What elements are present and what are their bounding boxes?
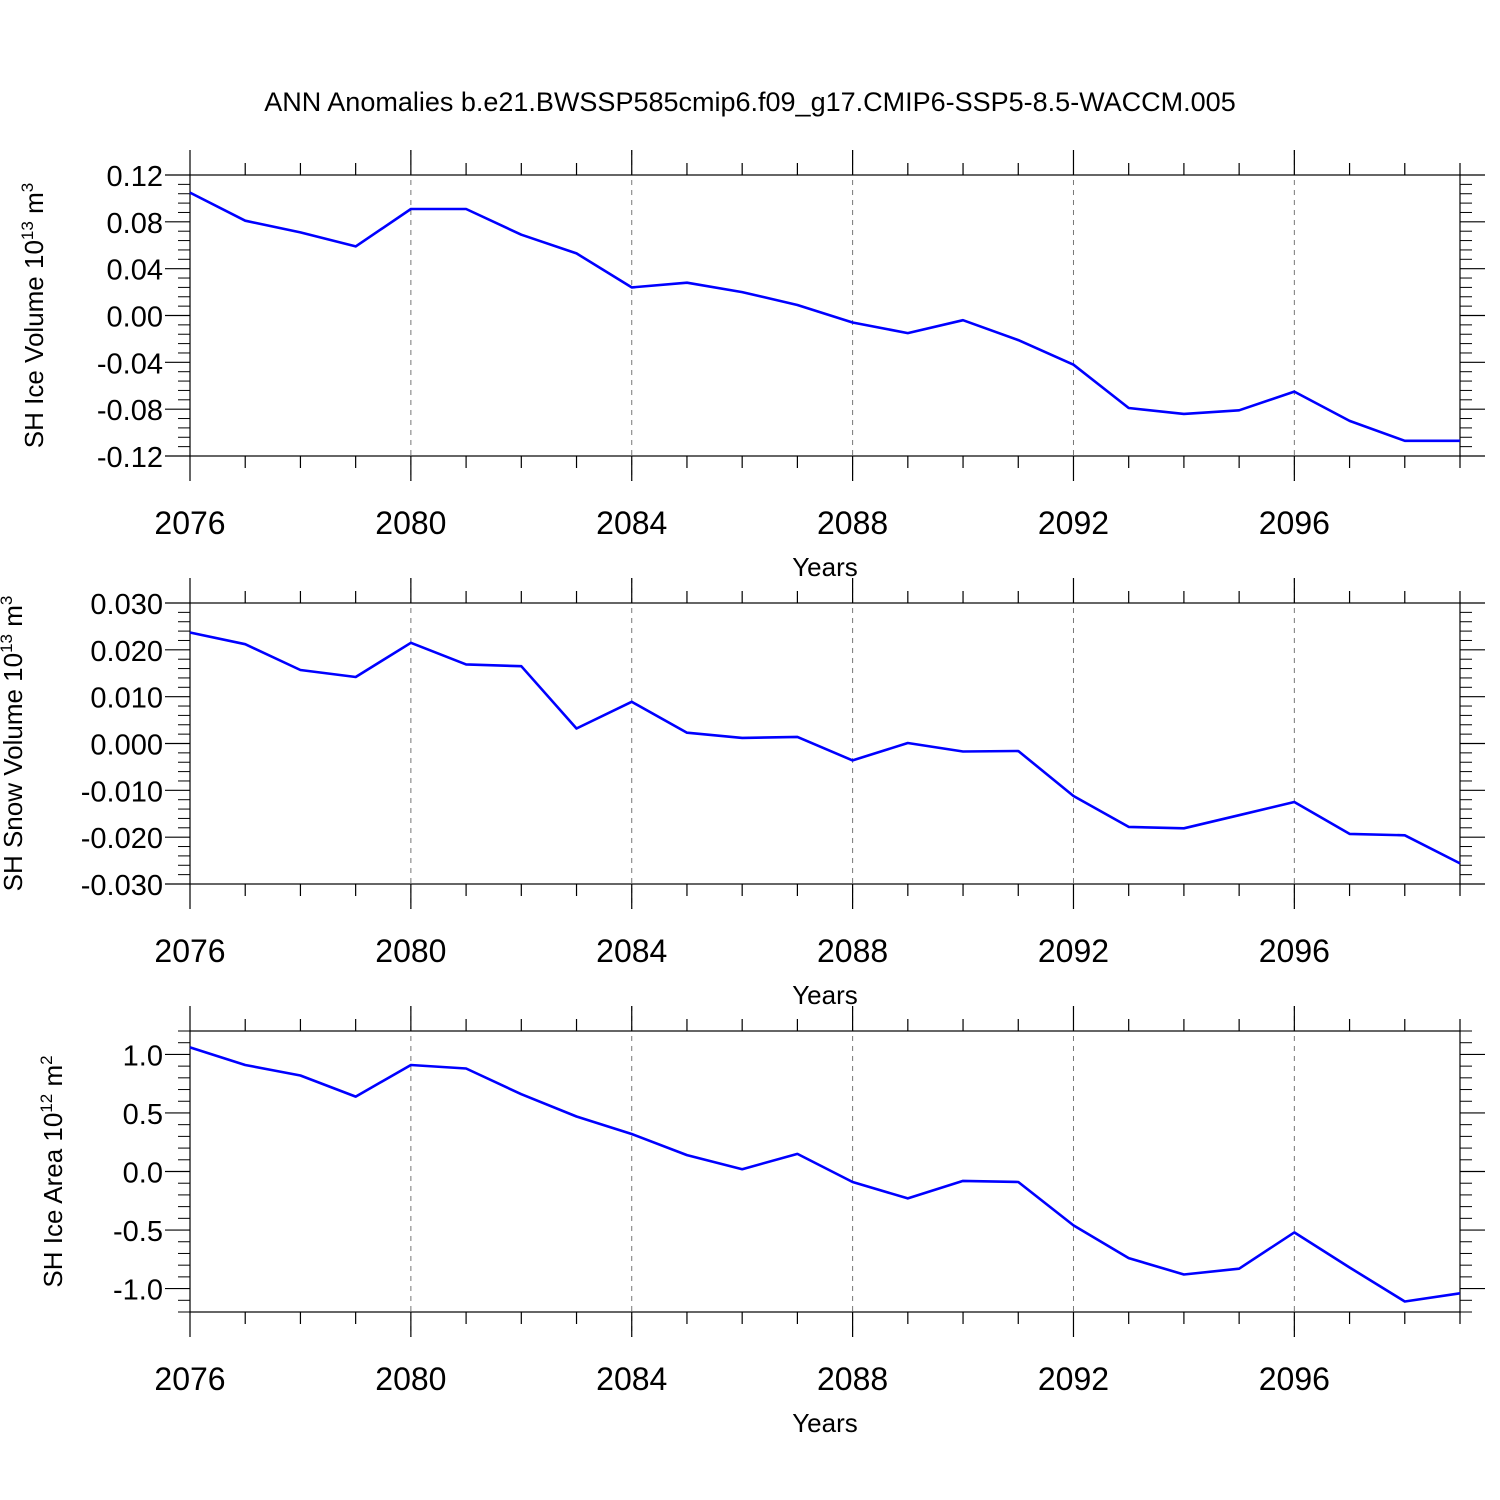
series-line [189,191,1460,443]
y-axis-title-main: SH Snow Volume 10 [0,653,28,891]
x-tick-label: 2092 [1038,505,1109,541]
y-tick-label: -0.08 [97,395,163,427]
y-axis-title-exponent: 13 [18,221,37,240]
series-line [189,1046,1461,1303]
x-tick-label: 2092 [1038,1361,1109,1397]
x-tick-label: 2076 [154,933,225,969]
plot-frame [189,174,1461,457]
figure-title: ANN Anomalies b.e21.BWSSP585cmip6.f09_g1… [264,87,1235,117]
y-tick-label: 0.00 [107,302,163,334]
y-axis-title-unit: m [0,605,28,634]
x-tick-label: 2084 [596,505,667,541]
y-axis-title-main: SH Ice Area 10 [38,1113,68,1288]
y-axis-title: SH Ice Volume 1013 m3 [18,183,49,448]
y-tick-label: -0.010 [81,776,163,808]
chart-panel-3: 1.0 0.5 0.0 -0.5 -1.0 2076 2080 2084 2088 2092 209… [37,1006,1485,1438]
y-tick-label: -0.030 [81,870,163,902]
y-tick-label: 0.000 [90,730,163,762]
y-axis-title: SH Ice Area 1012 m2 [37,1055,68,1287]
series-line [189,631,1461,865]
y-axis-title: SH Snow Volume 1013 m3 [0,596,28,892]
x-axis-title: Years [792,980,858,1010]
y-axis-title-unit-exponent: 3 [18,183,37,192]
y-tick-label: 0.0 [123,1158,163,1190]
y-tick-label: 0.5 [123,1099,163,1131]
y-tick-label: 0.04 [107,255,163,287]
x-axis-title: Years [792,552,858,582]
x-tick-label: 2088 [817,933,888,969]
y-tick-label: 0.010 [90,683,163,715]
y-axis-title-unit: m [19,192,49,221]
y-tick-label: 0.020 [90,636,163,668]
x-tick-label: 2084 [596,1361,667,1397]
x-tick-label: 2076 [154,1361,225,1397]
y-tick-label: -0.020 [81,823,163,855]
x-tick-label: 2076 [154,505,225,541]
x-tick-label: 2088 [817,505,888,541]
y-tick-label: 0.12 [107,161,163,193]
y-tick-label: 0.08 [107,208,163,240]
y-axis-title-main: SH Ice Volume 10 [19,240,49,448]
y-axis-title-exponent: 12 [37,1094,56,1113]
y-tick-label: 1.0 [123,1040,163,1072]
y-axis-title-unit: m [38,1065,68,1094]
plot-frame [189,602,1461,885]
x-tick-label: 2080 [375,1361,446,1397]
y-tick-label: -0.04 [97,348,163,380]
x-tick-label: 2080 [375,505,446,541]
plot-frame [189,1030,1461,1313]
x-axis-title: Years [792,1408,858,1438]
y-tick-label: -0.12 [97,442,163,474]
y-axis-title-unit-exponent: 3 [0,596,16,605]
x-tick-label: 2080 [375,933,446,969]
chart-panel-2: 0.030 0.020 0.010 0.000 -0.010 -0.020 -0.030 20… [0,578,1485,1010]
y-tick-label: -0.5 [113,1216,163,1248]
x-tick-label: 2096 [1259,1361,1330,1397]
y-axis-title-unit-exponent: 2 [37,1055,56,1064]
y-tick-label: 0.030 [90,589,163,621]
x-tick-label: 2092 [1038,933,1109,969]
y-tick-label: -1.0 [113,1275,163,1307]
x-tick-label: 2096 [1259,505,1330,541]
x-tick-label: 2088 [817,1361,888,1397]
chart-panel-1: 0.12 0.08 0.04 0.00 -0.04 -0.08 -0.12 2076 2080 2… [18,150,1485,582]
y-axis-title-exponent: 13 [0,634,16,653]
x-tick-label: 2096 [1259,933,1330,969]
x-tick-label: 2084 [596,933,667,969]
